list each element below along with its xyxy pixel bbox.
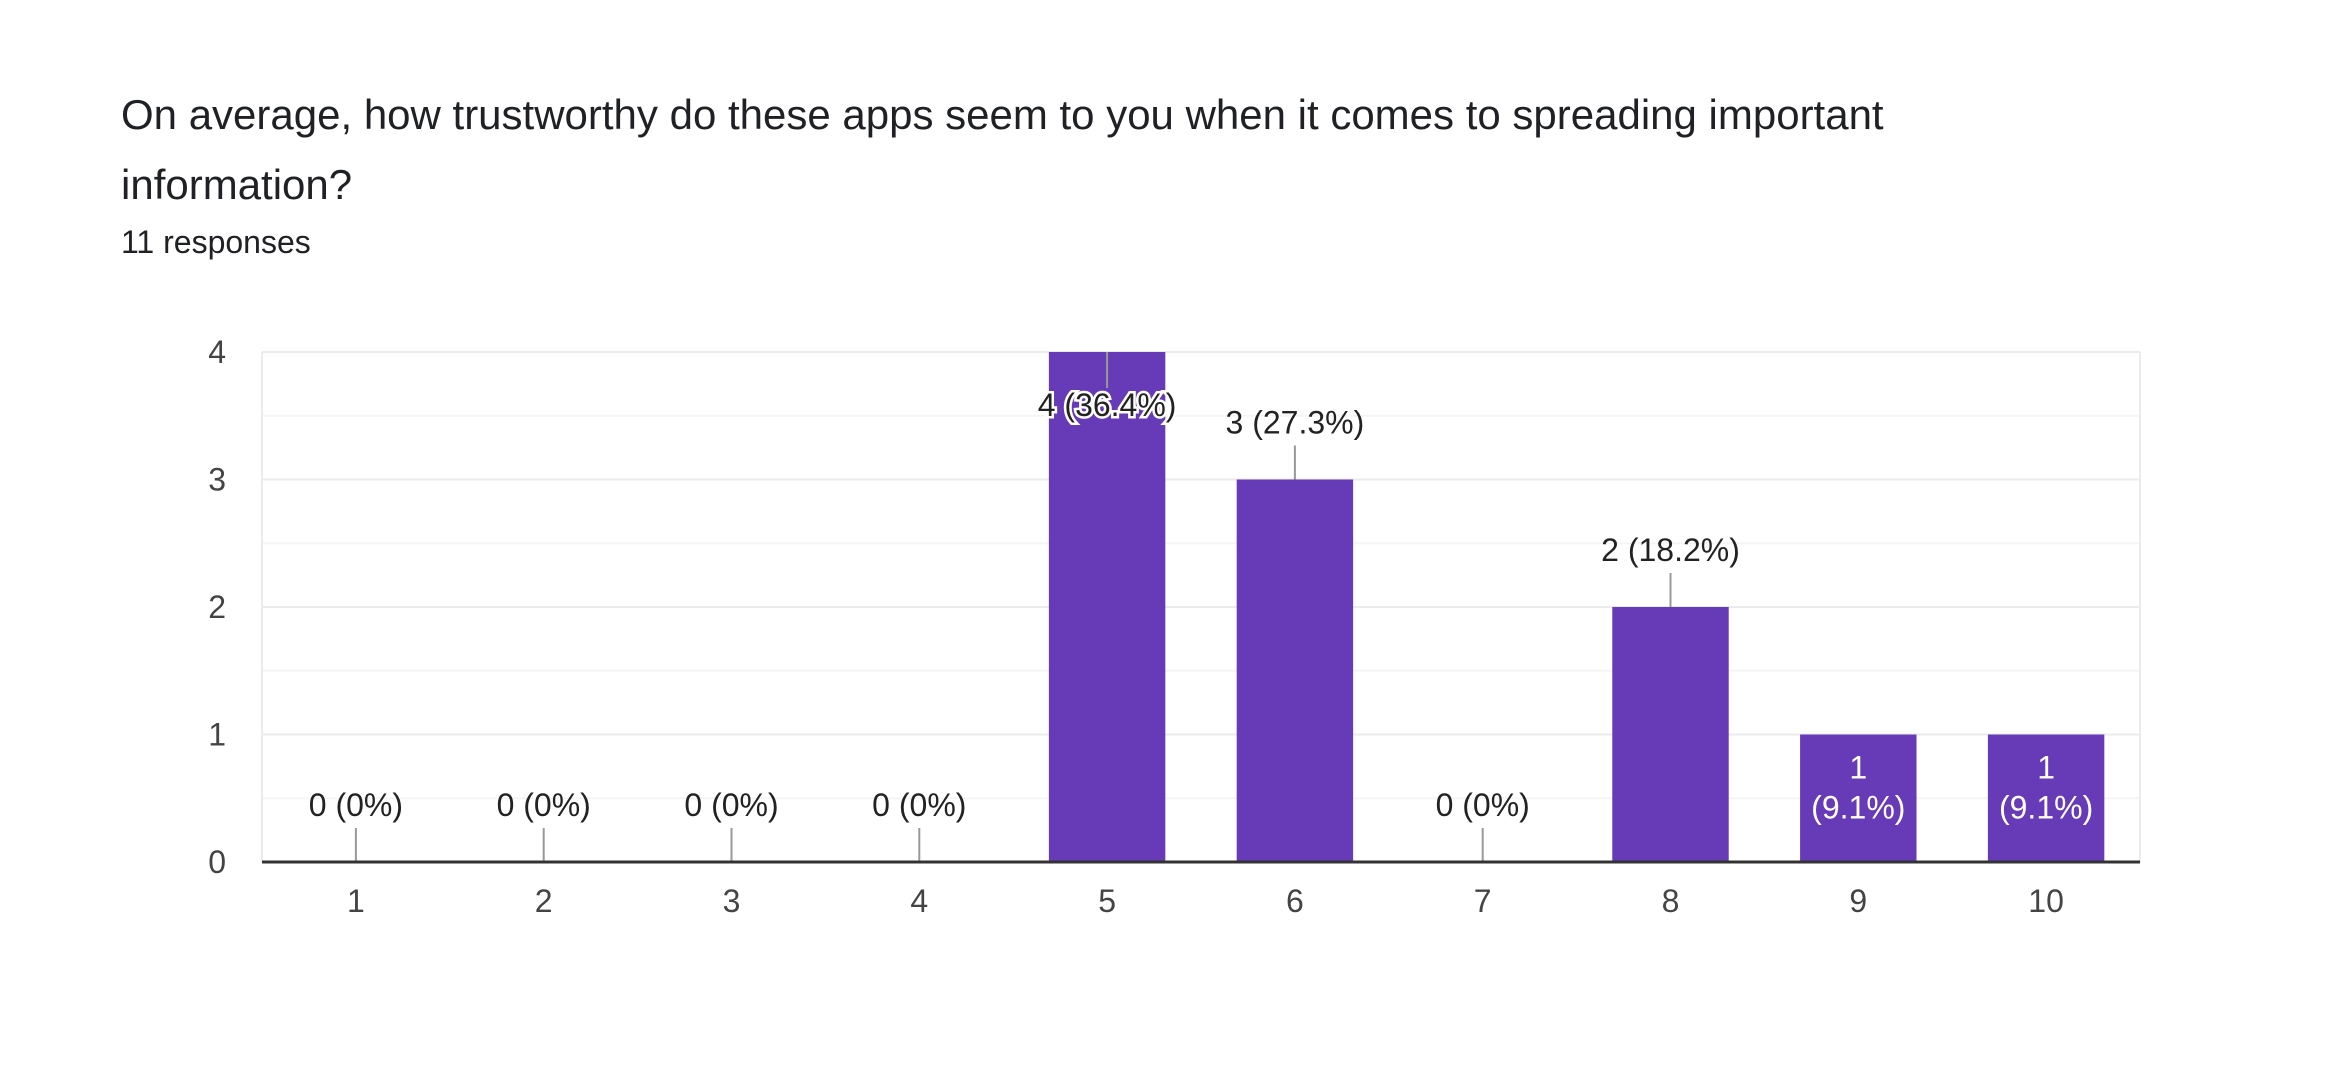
label-leaders: [354, 352, 1672, 862]
data-label: 1 (9.1%): [1811, 750, 1905, 826]
data-label: 1 (9.1%): [1999, 750, 2093, 826]
question-title: On average, how trustworthy do these app…: [121, 91, 1884, 208]
bar: [1236, 479, 1354, 862]
x-tick-label: 2: [535, 883, 553, 919]
bar: [1800, 734, 1917, 862]
data-label: 2 (18.2%): [1601, 532, 1740, 568]
y-axis-ticks: 0 1 2 3 4: [208, 334, 226, 880]
x-tick-label: 5: [1098, 883, 1116, 919]
response-count: 11 responses: [121, 224, 311, 260]
x-tick-label: 9: [1849, 883, 1867, 919]
bar: [1987, 734, 2105, 862]
x-tick-label: 10: [2028, 883, 2064, 919]
x-tick-label: 3: [723, 883, 741, 919]
y-tick-label: 3: [208, 462, 226, 498]
y-tick-label: 2: [208, 589, 226, 625]
data-label: 0 (0%): [497, 787, 591, 823]
bars: [1048, 352, 2105, 862]
y-tick-label: 0: [208, 844, 226, 880]
x-tick-label: 6: [1286, 883, 1304, 919]
data-label: 0 (0%): [309, 787, 403, 823]
bar: [1612, 607, 1729, 862]
data-label: 0 (0%): [872, 787, 966, 823]
bar: [1048, 352, 1166, 862]
x-tick-label: 4: [910, 883, 928, 919]
data-labels: 0 (0%) 0 (0%) 0 (0%) 0 (0%) 4 (36.4%) 3 (27.3…: [309, 385, 2093, 826]
data-label: 4 (36.4%): [1038, 387, 1177, 423]
x-tick-label: 8: [1662, 883, 1680, 919]
x-axis-ticks: 1 2 3 4 5 6 7 8 9 10: [347, 883, 2064, 919]
y-tick-label: 1: [208, 717, 226, 753]
y-tick-label: 4: [208, 334, 226, 370]
x-tick-label: 7: [1474, 883, 1492, 919]
data-label: 0 (0%): [684, 787, 778, 823]
x-tick-label: 1: [347, 883, 365, 919]
data-label: 0 (0%): [1436, 787, 1530, 823]
data-label: 3 (27.3%): [1226, 405, 1365, 441]
